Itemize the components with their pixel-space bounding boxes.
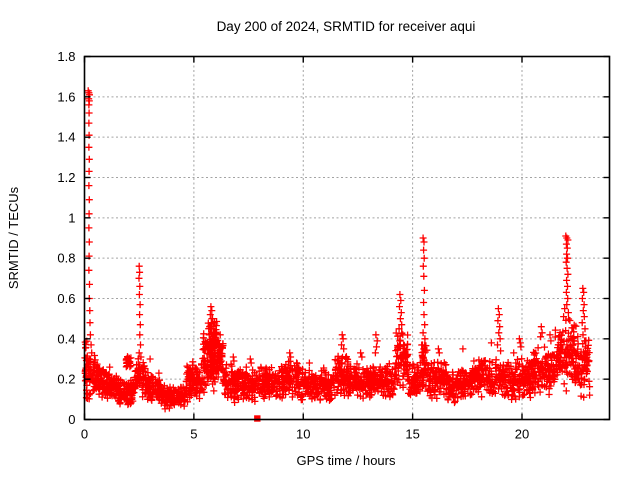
y-axis-label: SRMTID / TECUs <box>6 186 21 289</box>
x-tick-label: 0 <box>81 427 88 442</box>
x-tick-label: 10 <box>296 427 310 442</box>
y-tick-label: 1.6 <box>57 89 75 104</box>
x-tick-label: 20 <box>515 427 529 442</box>
y-tick-label: 1.4 <box>57 130 75 145</box>
scatter-points <box>81 87 594 422</box>
y-tick-label: 1 <box>68 210 75 225</box>
special-point-square <box>254 415 261 422</box>
axis-frame <box>83 55 611 421</box>
y-tick-label: 0.2 <box>57 372 75 387</box>
y-tick-label: 1.8 <box>57 49 75 64</box>
chart-title: Day 200 of 2024, SRMTID for receiver aqu… <box>217 19 476 34</box>
data-points-path <box>81 87 594 413</box>
x-tick-label: 5 <box>190 427 197 442</box>
x-tick-label: 15 <box>405 427 419 442</box>
y-tick-label: 0.4 <box>57 331 75 346</box>
y-tick-label: 0.6 <box>57 291 75 306</box>
y-tick-label: 0.8 <box>57 251 75 266</box>
y-tick-label: 0 <box>68 412 75 427</box>
tick-labels: 0 5 10 15 20 0 0.2 0.4 0.6 0.8 1 1.2 1.4 1.6 1.8 <box>57 49 529 442</box>
plot-border <box>83 55 611 421</box>
x-axis-label: GPS time / hours <box>297 453 396 468</box>
y-tick-label: 1.2 <box>57 170 75 185</box>
